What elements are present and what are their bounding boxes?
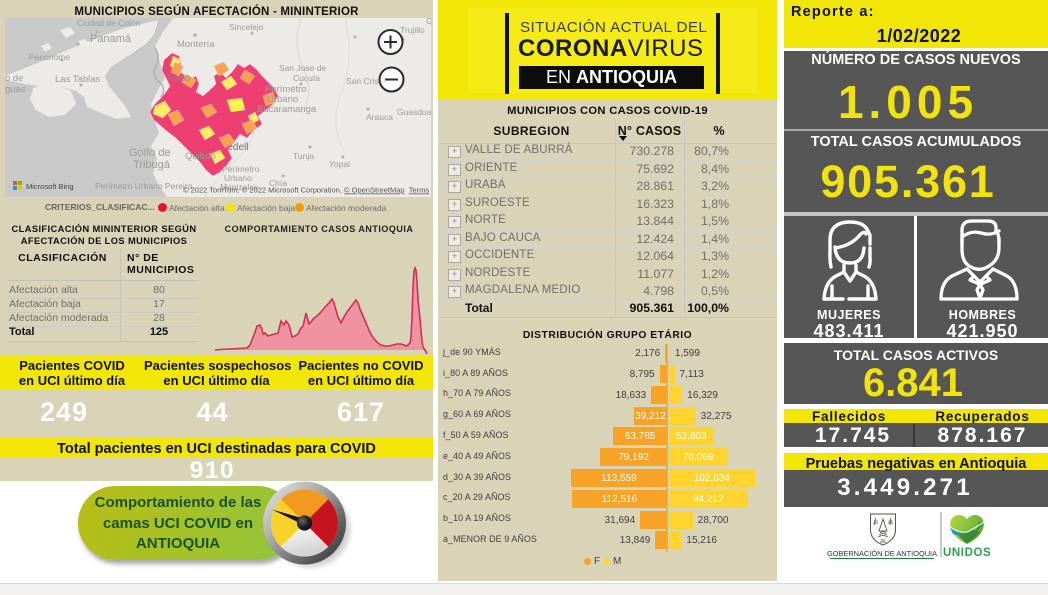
svg-text:Arauca: Arauca [366,112,393,122]
svg-text:G: G [426,18,431,26]
svg-text:o de: o de [5,73,24,84]
svg-text:Urbano: Urbano [267,94,298,105]
svg-text:Penonome: Penonome [29,52,70,62]
svg-text:Tunja: Tunja [293,151,314,161]
svg-text:Trujillo: Trujillo [400,25,425,35]
svg-text:Microsoft Bing: Microsoft Bing [26,182,74,191]
svg-text:Perímetro: Perímetro [222,164,260,174]
svg-text:Guasdualito: Guasdualito [397,107,431,117]
svg-text:Bucaramanga: Bucaramanga [257,104,317,115]
svg-text:San Jose de: San Jose de [279,63,327,73]
svg-text:guas: guas [5,84,26,95]
svg-text:Turbo: Turbo [167,73,190,83]
svg-text:Las Tablas: Las Tablas [55,74,100,85]
svg-text:Cucuta: Cucuta [293,73,320,83]
svg-text:Chía: Chía [269,178,287,188]
svg-text:Montería: Montería [177,39,215,50]
svg-text:Tribugá: Tribugá [133,159,171,171]
svg-text:Quibdó: Quibdó [185,151,216,162]
svg-text:Medell: Medell [219,142,248,153]
svg-text:Perímetro Urbano Pereira: Perímetro Urbano Pereira [95,181,193,191]
svg-text:Manizales: Manizales [220,182,258,192]
svg-text:San Cristól: San Cristól [346,76,388,86]
svg-text:Perímetro: Perímetro [265,84,307,95]
svg-text:Ciudad de Colón: Ciudad de Colón [77,18,141,28]
svg-text:© 2022 TomTom, © 2022 Microsof: © 2022 TomTom, © 2022 Microsoft Corporat… [183,186,429,195]
svg-text:Panamá: Panamá [90,33,132,45]
svg-text:Urbano: Urbano [224,173,252,183]
svg-text:Yopal: Yopal [329,159,350,169]
svg-text:Golfo de: Golfo de [129,147,171,159]
svg-text:Sincelejo: Sincelejo [229,22,264,32]
